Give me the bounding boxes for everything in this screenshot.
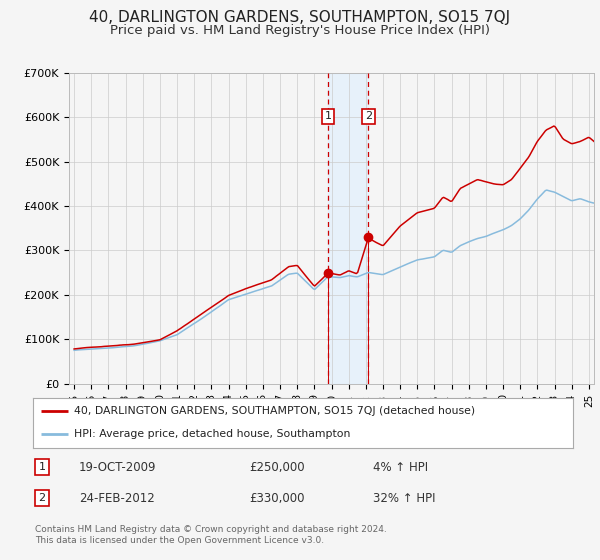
Text: 2: 2 — [38, 493, 46, 503]
Text: 32% ↑ HPI: 32% ↑ HPI — [373, 492, 436, 505]
Text: HPI: Average price, detached house, Southampton: HPI: Average price, detached house, Sout… — [74, 430, 350, 440]
Text: 1: 1 — [38, 462, 46, 472]
Text: £250,000: £250,000 — [249, 461, 305, 474]
Text: 1: 1 — [325, 111, 332, 122]
Text: 4% ↑ HPI: 4% ↑ HPI — [373, 461, 428, 474]
Text: £330,000: £330,000 — [249, 492, 305, 505]
Text: Price paid vs. HM Land Registry's House Price Index (HPI): Price paid vs. HM Land Registry's House … — [110, 24, 490, 36]
Text: 2: 2 — [365, 111, 372, 122]
Bar — [328, 73, 368, 384]
Text: 19-OCT-2009: 19-OCT-2009 — [79, 461, 157, 474]
Text: 40, DARLINGTON GARDENS, SOUTHAMPTON, SO15 7QJ (detached house): 40, DARLINGTON GARDENS, SOUTHAMPTON, SO1… — [74, 406, 475, 416]
Text: 40, DARLINGTON GARDENS, SOUTHAMPTON, SO15 7QJ: 40, DARLINGTON GARDENS, SOUTHAMPTON, SO1… — [89, 10, 511, 25]
Text: 24-FEB-2012: 24-FEB-2012 — [79, 492, 155, 505]
Text: Contains HM Land Registry data © Crown copyright and database right 2024.
This d: Contains HM Land Registry data © Crown c… — [35, 525, 386, 545]
